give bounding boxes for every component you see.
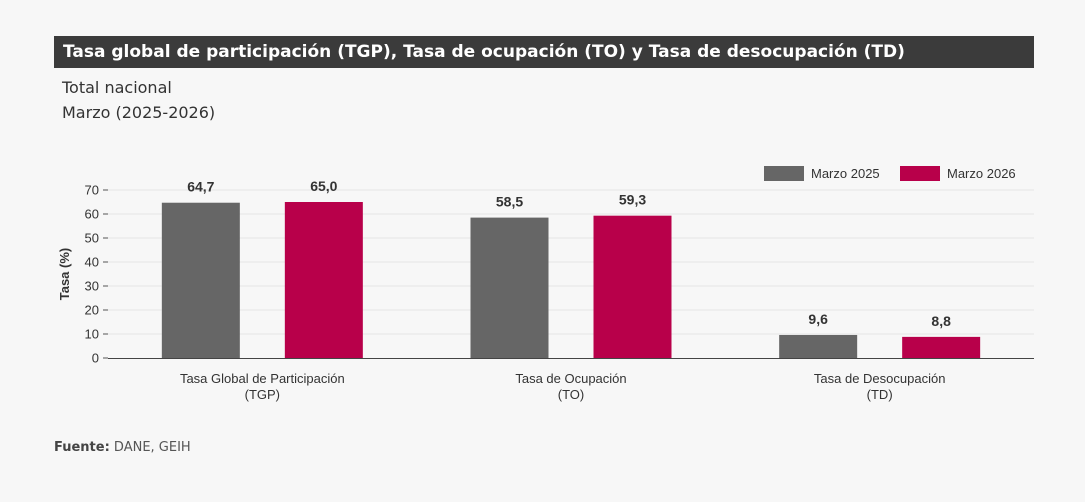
- x-tick-label: Tasa de Desocupación: [814, 371, 946, 386]
- x-tick-label: (TD): [867, 387, 893, 402]
- bar: [284, 202, 363, 358]
- y-tick-label: 70: [85, 183, 99, 198]
- bar: [161, 202, 240, 358]
- bar: [470, 217, 549, 358]
- legend-label: Marzo 2026: [947, 166, 1016, 181]
- y-tick-label: 60: [85, 207, 99, 222]
- y-tick-label: 30: [85, 279, 99, 294]
- chart-title: Tasa global de participación (TGP), Tasa…: [54, 36, 1034, 68]
- legend-label: Marzo 2025: [811, 166, 880, 181]
- y-tick-label: 20: [85, 303, 99, 318]
- bar: [593, 215, 672, 358]
- bar-chart: 0 10 20 30 40 50 60 70 Tasa (%) 64,7 65,0 Tasa Glob…: [57, 166, 1034, 402]
- data-label: 65,0: [310, 178, 337, 194]
- source-text: DANE, GEIH: [109, 440, 191, 455]
- x-tick-label: (TGP): [245, 387, 280, 402]
- source-label: Fuente:: [54, 440, 110, 455]
- x-tick-label: Tasa Global de Participación: [180, 371, 345, 386]
- y-tick-label: 0: [92, 351, 99, 366]
- y-axis-title: Tasa (%): [57, 248, 72, 301]
- legend-swatch: [764, 166, 804, 181]
- chart-subtitle-scope: Total nacional: [62, 78, 172, 97]
- legend-swatch: [900, 166, 940, 181]
- bar: [902, 336, 981, 358]
- x-tick-label: (TO): [558, 387, 584, 402]
- data-label: 8,8: [931, 313, 951, 329]
- data-label: 58,5: [496, 194, 523, 210]
- y-tick-label: 10: [85, 327, 99, 342]
- y-tick-label: 50: [85, 231, 99, 246]
- bar: [779, 334, 858, 358]
- data-label: 9,6: [808, 311, 828, 327]
- y-tick-label: 40: [85, 255, 99, 270]
- chart-subtitle-period: Marzo (2025-2026): [62, 103, 216, 122]
- data-label: 59,3: [619, 192, 646, 208]
- data-label: 64,7: [187, 179, 214, 195]
- x-tick-label: Tasa de Ocupación: [515, 371, 626, 386]
- source-note: Fuente: DANE, GEIH: [54, 440, 191, 455]
